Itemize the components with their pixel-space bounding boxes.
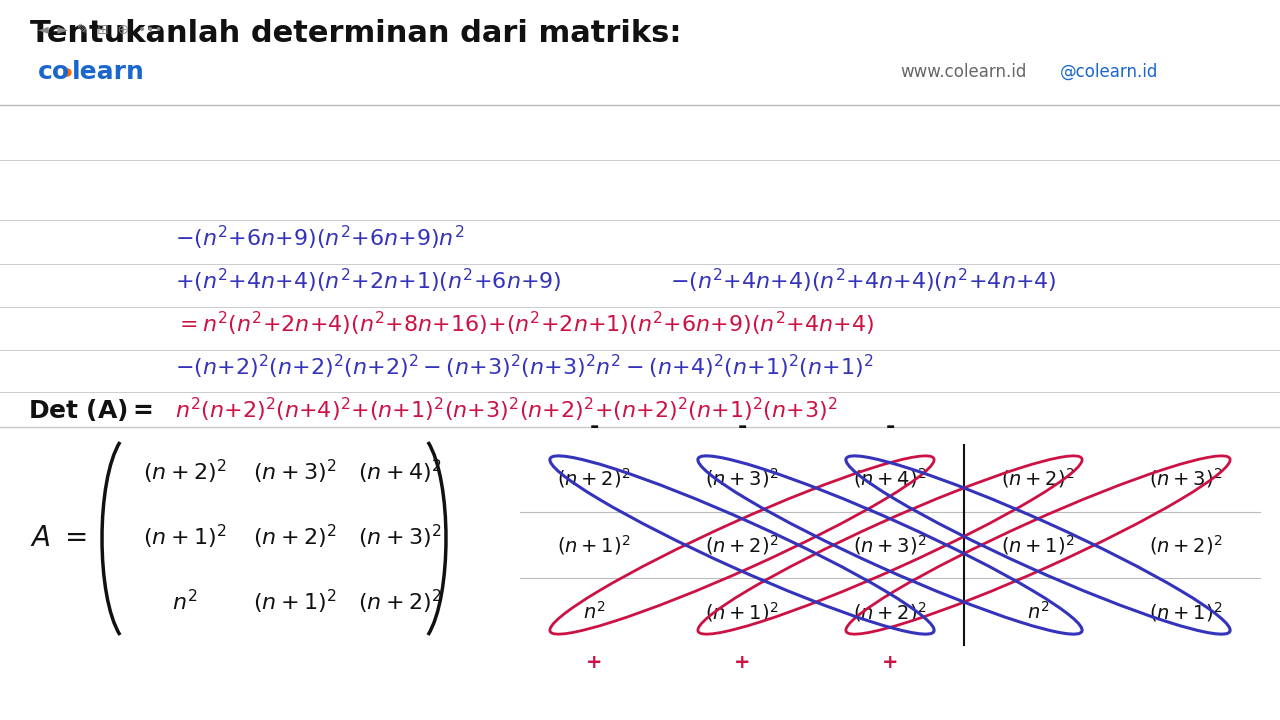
Text: $(n+3)^2$: $(n+3)^2$ (358, 523, 442, 551)
Text: $\mathbf{Det\ (A) =}$: $\mathbf{Det\ (A) =}$ (28, 397, 154, 423)
Text: $(n+2)^2$: $(n+2)^2$ (1001, 467, 1075, 490)
Text: $-(n{+}2)^2(n{+}2)^2(n{+}2)^2-(n{+}3)^2(n{+}3)^2n^2-(n{+}4)^2(n{+}1)^2(n{+}1)^2$: $-(n{+}2)^2(n{+}2)^2(n{+}2)^2-(n{+}3)^2(… (175, 353, 873, 381)
Text: $n^2(n{+}2)^2(n{+}4)^2{+}(n{+}1)^2(n{+}3)^2(n{+}2)^2{+}(n{+}2)^2(n{+}1)^2(n{+}3): $n^2(n{+}2)^2(n{+}4)^2{+}(n{+}1)^2(n{+}3… (175, 396, 837, 424)
Text: +: + (586, 654, 603, 672)
Text: +: + (882, 654, 899, 672)
Text: $(n+1)^2$: $(n+1)^2$ (1001, 533, 1075, 557)
Text: $(n+2)^2$: $(n+2)^2$ (705, 533, 778, 557)
Text: $(n+3)^2$: $(n+3)^2$ (705, 467, 778, 490)
Text: $(n+2)^2$: $(n+2)^2$ (854, 600, 927, 624)
Text: $n^2$: $n^2$ (1027, 600, 1050, 623)
Text: $-(n^2{+}6n{+}9)(n^2{+}6n{+}9)n^2$: $-(n^2{+}6n{+}9)(n^2{+}6n{+}9)n^2$ (175, 224, 465, 252)
Text: $(n+2)^2$: $(n+2)^2$ (253, 523, 337, 551)
Text: $(n+2)^2$: $(n+2)^2$ (143, 458, 227, 486)
Text: $(n+2)^2$: $(n+2)^2$ (358, 588, 442, 616)
Text: learn: learn (72, 60, 145, 84)
Text: -: - (737, 417, 746, 437)
Text: $n^2$: $n^2$ (173, 590, 197, 615)
Text: $n^2$: $n^2$ (582, 600, 605, 623)
Text: -: - (589, 417, 599, 437)
Text: Tentukanlah determinan dari matriks:: Tentukanlah determinan dari matriks: (29, 19, 681, 48)
Text: $(n+1)^2$: $(n+1)^2$ (557, 533, 631, 557)
Text: $(n+4)^2$: $(n+4)^2$ (358, 458, 442, 486)
Text: $(n+2)^2$: $(n+2)^2$ (1149, 533, 1222, 557)
Text: $(n+3)^2$: $(n+3)^2$ (854, 533, 927, 557)
Text: $(n+2)^2$: $(n+2)^2$ (557, 467, 631, 490)
Text: -: - (886, 417, 895, 437)
Text: ◄  ►  ✎  ⊞  ⊕  •••: ◄ ► ✎ ⊞ ⊕ ••• (38, 23, 163, 37)
Text: $-(n^2{+}4n{+}4)(n^2{+}4n{+}4)(n^2{+}4n{+}4)$: $-(n^2{+}4n{+}4)(n^2{+}4n{+}4)(n^2{+}4n{… (669, 267, 1057, 295)
Text: $= n^2(n^2{+}2n{+}4)(n^2{+}8n{+}16){+}(n^2{+}2n{+}1)(n^2{+}6n{+}9)(n^2{+}4n{+}4): $= n^2(n^2{+}2n{+}4)(n^2{+}8n{+}16){+}(n… (175, 310, 874, 338)
Text: +: + (733, 654, 750, 672)
Text: $(n+1)^2$: $(n+1)^2$ (705, 600, 778, 624)
Text: $+(n^2{+}4n{+}4)(n^2{+}2n{+}1)(n^2{+}6n{+}9)$: $+(n^2{+}4n{+}4)(n^2{+}2n{+}1)(n^2{+}6n{… (175, 267, 562, 295)
Text: $(n+3)^2$: $(n+3)^2$ (1149, 467, 1222, 490)
Text: $A\ =$: $A\ =$ (29, 524, 87, 552)
Text: $(n+1)^2$: $(n+1)^2$ (143, 523, 227, 551)
Text: $(n+1)^2$: $(n+1)^2$ (1149, 600, 1222, 624)
Text: $(n+4)^2$: $(n+4)^2$ (854, 467, 927, 490)
Text: $(n+1)^2$: $(n+1)^2$ (253, 588, 337, 616)
Text: $(n+3)^2$: $(n+3)^2$ (253, 458, 337, 486)
Text: www.colearn.id: www.colearn.id (900, 63, 1027, 81)
Text: @colearn.id: @colearn.id (1060, 63, 1158, 81)
Text: co: co (38, 60, 70, 84)
